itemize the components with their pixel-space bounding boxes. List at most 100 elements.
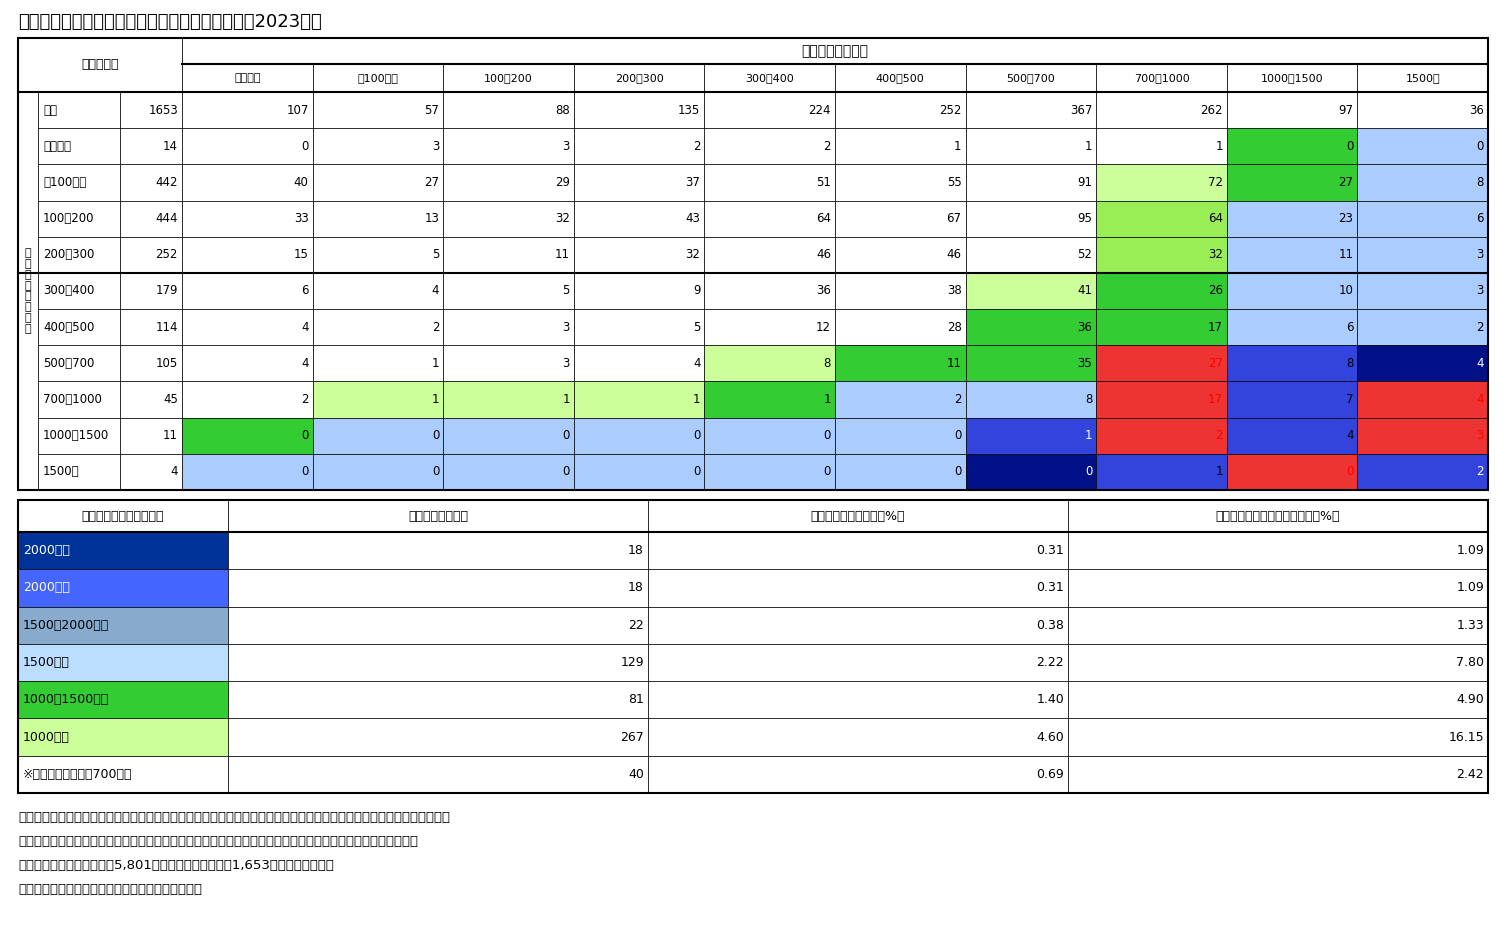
Bar	[966, 201, 1096, 236]
Text: 3: 3	[562, 320, 570, 333]
Bar	[120, 417, 182, 454]
Text: 3: 3	[562, 140, 570, 153]
Text: 224: 224	[809, 104, 832, 117]
Bar	[835, 309, 966, 346]
Bar	[966, 346, 1096, 381]
Text: 33: 33	[293, 212, 308, 225]
Bar	[1227, 346, 1358, 381]
Bar	[575, 64, 704, 92]
Bar	[444, 417, 575, 454]
Text: 0: 0	[301, 430, 308, 442]
Bar	[38, 92, 120, 128]
Bar	[648, 756, 1068, 793]
Bar	[1068, 681, 1487, 718]
Text: 4: 4	[1346, 430, 1354, 442]
Text: 14: 14	[162, 140, 177, 153]
Bar	[966, 64, 1096, 92]
Text: 0: 0	[824, 465, 832, 478]
Bar	[835, 454, 966, 490]
Bar	[1096, 201, 1227, 236]
Bar	[18, 532, 229, 570]
Bar	[182, 417, 313, 454]
Bar	[1227, 128, 1358, 164]
Text: 収入なし: 収入なし	[44, 140, 71, 153]
Text: 1: 1	[1084, 140, 1092, 153]
Bar	[229, 606, 648, 644]
Text: 35: 35	[1077, 357, 1092, 370]
Bar	[835, 273, 966, 309]
Text: 11: 11	[946, 357, 961, 370]
Bar	[18, 500, 1487, 793]
Bar	[704, 201, 835, 236]
Text: 0: 0	[562, 465, 570, 478]
Text: 267: 267	[620, 730, 644, 743]
Text: 91: 91	[1077, 176, 1092, 189]
Text: 1: 1	[693, 393, 701, 406]
Text: 95: 95	[1077, 212, 1092, 225]
Text: 100〜200: 100〜200	[484, 73, 532, 83]
Bar	[18, 718, 229, 756]
Bar	[648, 718, 1068, 756]
Text: 27: 27	[424, 176, 439, 189]
Bar	[38, 128, 120, 164]
Bar	[966, 128, 1096, 164]
Bar	[18, 606, 229, 644]
Bar	[38, 273, 120, 309]
Text: 7: 7	[1346, 393, 1354, 406]
Text: 64: 64	[817, 212, 832, 225]
Text: 36: 36	[817, 285, 832, 298]
Text: 15: 15	[293, 248, 308, 262]
Text: 2: 2	[1477, 465, 1484, 478]
Text: 18: 18	[629, 582, 644, 594]
Bar	[1227, 273, 1358, 309]
Text: 22: 22	[629, 618, 644, 631]
Text: 37: 37	[686, 176, 701, 189]
Text: 4: 4	[1477, 357, 1484, 370]
Bar	[1068, 644, 1487, 681]
Bar	[120, 346, 182, 381]
Text: 1500〜2000未満: 1500〜2000未満	[23, 618, 110, 631]
Text: 4: 4	[1477, 393, 1484, 406]
Bar	[313, 201, 444, 236]
Bar	[182, 273, 313, 309]
Text: 3: 3	[1477, 248, 1484, 262]
Text: 10: 10	[1339, 285, 1354, 298]
Bar	[444, 454, 575, 490]
Bar	[38, 201, 120, 236]
Bar	[38, 236, 120, 273]
Bar	[18, 681, 229, 718]
Text: 5: 5	[562, 285, 570, 298]
Bar	[18, 756, 229, 793]
Text: 11: 11	[555, 248, 570, 262]
Text: 8: 8	[1084, 393, 1092, 406]
Text: 8: 8	[1346, 357, 1354, 370]
Bar	[313, 236, 444, 273]
Bar	[1068, 570, 1487, 606]
Bar	[120, 454, 182, 490]
Text: 57: 57	[424, 104, 439, 117]
Bar	[229, 570, 648, 606]
Text: 1: 1	[954, 140, 961, 153]
Bar	[704, 273, 835, 309]
Text: 3: 3	[1477, 430, 1484, 442]
Text: 就業者夫婦世帯に占める割合（%）: 就業者夫婦世帯に占める割合（%）	[1215, 510, 1340, 522]
Text: 46: 46	[817, 248, 832, 262]
Bar	[1227, 236, 1358, 273]
Bar	[182, 381, 313, 417]
Bar	[1227, 309, 1358, 346]
Bar	[575, 92, 704, 128]
Text: 1.09: 1.09	[1456, 545, 1484, 558]
Bar	[38, 164, 120, 201]
Text: 700〜1000: 700〜1000	[44, 393, 102, 406]
Bar	[1096, 164, 1227, 201]
Text: 4: 4	[432, 285, 439, 298]
Bar	[575, 273, 704, 309]
Bar	[182, 64, 313, 92]
Bar	[18, 500, 229, 532]
Text: 51: 51	[817, 176, 832, 189]
Text: 2: 2	[954, 393, 961, 406]
Bar	[444, 164, 575, 201]
Bar	[1358, 273, 1487, 309]
Bar	[18, 38, 182, 92]
Bar	[1358, 417, 1487, 454]
